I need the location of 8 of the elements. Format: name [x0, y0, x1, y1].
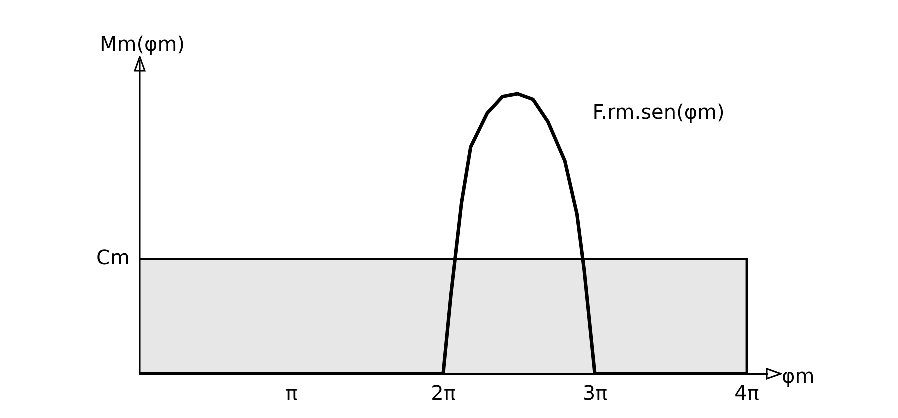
x-tick-label: 3π	[582, 381, 608, 406]
x-tick-label: 4π	[734, 381, 760, 406]
series-label: Cm	[96, 245, 130, 270]
x-tick-label: 2π	[431, 381, 456, 406]
x-axis-title: φm	[782, 364, 815, 388]
text: F.rm.sen(φm)	[592, 100, 725, 124]
x-tick-label: π	[286, 381, 298, 406]
y-axis-title: Mm(φm)	[100, 32, 186, 56]
